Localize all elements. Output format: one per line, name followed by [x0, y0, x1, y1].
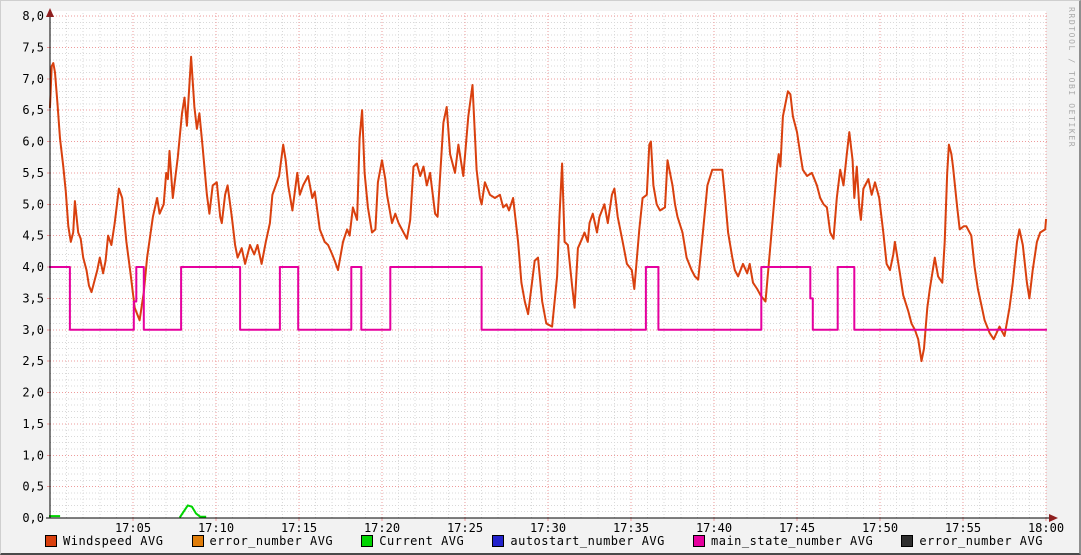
legend-item-error-number-2: error_number AVG [901, 534, 1043, 548]
y-tick-label: 1,0 [22, 448, 44, 462]
x-tick-label: 17:55 [945, 521, 981, 535]
x-tick-label: 17:25 [447, 521, 483, 535]
legend-label-error-number-1: error_number AVG [209, 534, 334, 548]
y-tick-label: 6,0 [22, 135, 44, 149]
watermark: RRDTOOL / TOBI OETIKER [1067, 7, 1076, 149]
legend-swatch-error-number-2 [901, 535, 914, 547]
legend-label-autostart-number: autostart_number AVG [510, 534, 665, 548]
legend-swatch-error-number-1 [191, 535, 204, 547]
legend-item-autostart-number: autostart_number AVG [492, 534, 665, 548]
legend: Windspeed AVG error_number AVG Current A… [45, 533, 1043, 549]
x-axis-arrow [1049, 514, 1058, 522]
x-tick-label: 17:20 [364, 521, 400, 535]
y-tick-label: 5,0 [22, 197, 44, 211]
plot-area [50, 11, 1046, 518]
legend-label-error-number-2: error_number AVG [919, 534, 1043, 548]
series-main-state-number-avg [49, 266, 1047, 331]
y-tick-label: 4,0 [22, 260, 44, 274]
y-tick-label: 7,0 [22, 72, 44, 86]
y-tick-label: 2,5 [22, 354, 44, 368]
y-tick-label: 3,0 [22, 323, 44, 337]
legend-label-main-state-number: main_state_number AVG [711, 534, 874, 548]
y-tick-label: 8,0 [22, 9, 44, 23]
y-tick-label: 7,5 [22, 40, 44, 54]
legend-swatch-main-state-number [693, 535, 705, 547]
legend-label-current: Current AVG [379, 534, 465, 548]
x-tick-label: 17:05 [115, 521, 151, 535]
y-tick-label: 6,5 [22, 103, 44, 117]
y-tick-label: 5,5 [22, 166, 44, 180]
legend-label-windspeed: Windspeed AVG [63, 534, 164, 548]
x-tick-label: 17:35 [613, 521, 649, 535]
y-tick-label: 4,5 [22, 229, 44, 243]
x-tick-label: 17:30 [530, 521, 566, 535]
y-tick-label: 2,0 [22, 386, 44, 400]
y-tick-label: 0,5 [22, 480, 44, 494]
x-tick-label: 18:00 [1028, 521, 1064, 535]
y-tick-label: 0,0 [22, 511, 44, 525]
legend-swatch-autostart-number [492, 535, 505, 547]
x-tick-label: 17:45 [779, 521, 815, 535]
legend-swatch-current [361, 535, 374, 547]
series-windspeed-avg [48, 55, 1048, 363]
y-tick-label: 3,5 [22, 291, 44, 305]
x-tick-label: 17:10 [198, 521, 234, 535]
legend-swatch-windspeed [45, 535, 57, 547]
series-current-avg [178, 504, 207, 519]
legend-item-current: Current AVG [361, 534, 464, 548]
y-axis-arrow [46, 8, 54, 17]
legend-item-windspeed: Windspeed AVG [45, 534, 163, 548]
y-tick-label: 1,5 [22, 417, 44, 431]
legend-item-main-state-number: main_state_number AVG [693, 534, 873, 548]
x-tick-label: 17:40 [696, 521, 732, 535]
x-tick-label: 17:50 [862, 521, 898, 535]
legend-item-error-number-1: error_number AVG [191, 534, 334, 548]
x-tick-label: 17:15 [281, 521, 317, 535]
